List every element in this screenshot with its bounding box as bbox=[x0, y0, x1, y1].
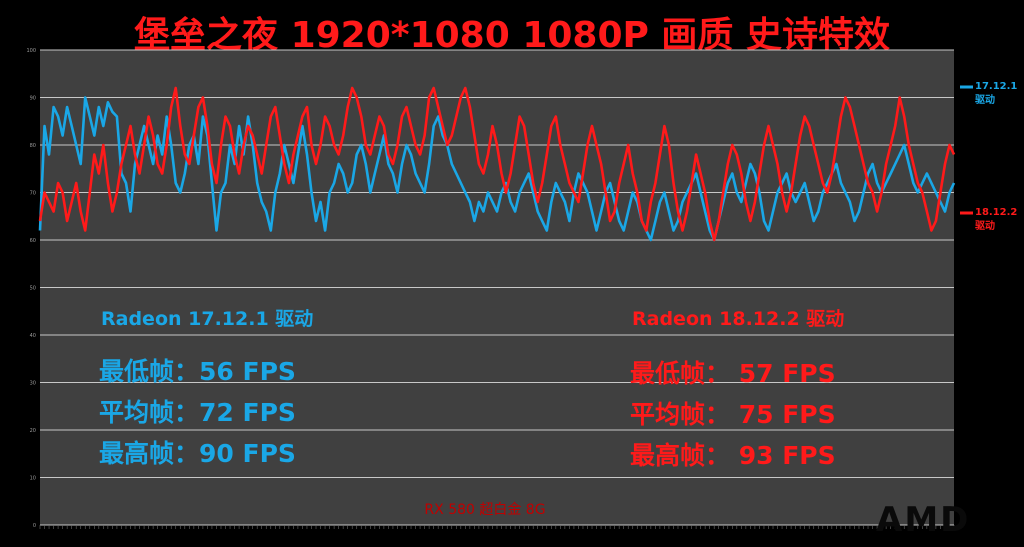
gpu-footer-label: RX 580 超白金 8G bbox=[424, 502, 546, 518]
y-tick-label-80: 80 bbox=[30, 143, 36, 149]
amd-logo: AMD bbox=[876, 500, 971, 540]
blue-avg-fps: 平均帧：72 FPS bbox=[99, 398, 296, 427]
blue-driver-label: Radeon 17.12.1 驱动 bbox=[101, 308, 314, 330]
blue-max-fps: 最高帧：90 FPS bbox=[99, 439, 296, 468]
legend-label-red: 18.12.2 驱动 bbox=[975, 207, 1018, 232]
red-avg-fps: 平均帧： 75 FPS bbox=[630, 400, 836, 429]
y-tick-label-40: 40 bbox=[30, 333, 36, 339]
y-tick-label-70: 70 bbox=[30, 191, 36, 197]
y-axis-ticks: 0 10 20 30 40 50 60 70 80 90 100 bbox=[26, 48, 36, 529]
legend-lines bbox=[960, 85, 973, 215]
y-tick-label-50: 50 bbox=[30, 286, 36, 292]
y-tick-label-20: 20 bbox=[30, 428, 36, 434]
y-tick-label-10: 10 bbox=[30, 476, 36, 482]
legend-label-blue: 17.12.1 驱动 bbox=[975, 81, 1018, 106]
x-axis-ticks bbox=[39, 525, 955, 529]
series-lines bbox=[38, 86, 956, 242]
y-tick-label-0: 0 bbox=[33, 523, 36, 529]
chart-title: 堡垒之夜 1920*1080 1080P 画质 史诗特效 bbox=[134, 15, 890, 56]
y-tick-label-60: 60 bbox=[30, 238, 36, 244]
red-max-fps: 最高帧： 93 FPS bbox=[630, 441, 836, 470]
gridlines bbox=[40, 49, 954, 526]
y-tick-label-30: 30 bbox=[30, 381, 36, 387]
y-tick-label-90: 90 bbox=[30, 96, 36, 102]
y-tick-label-100: 100 bbox=[26, 48, 36, 54]
red-min-fps: 最低帧： 57 FPS bbox=[630, 359, 836, 388]
series-line-1 bbox=[38, 86, 956, 242]
red-driver-label: Radeon 18.12.2 驱动 bbox=[632, 308, 845, 330]
blue-min-fps: 最低帧：56 FPS bbox=[99, 357, 296, 386]
